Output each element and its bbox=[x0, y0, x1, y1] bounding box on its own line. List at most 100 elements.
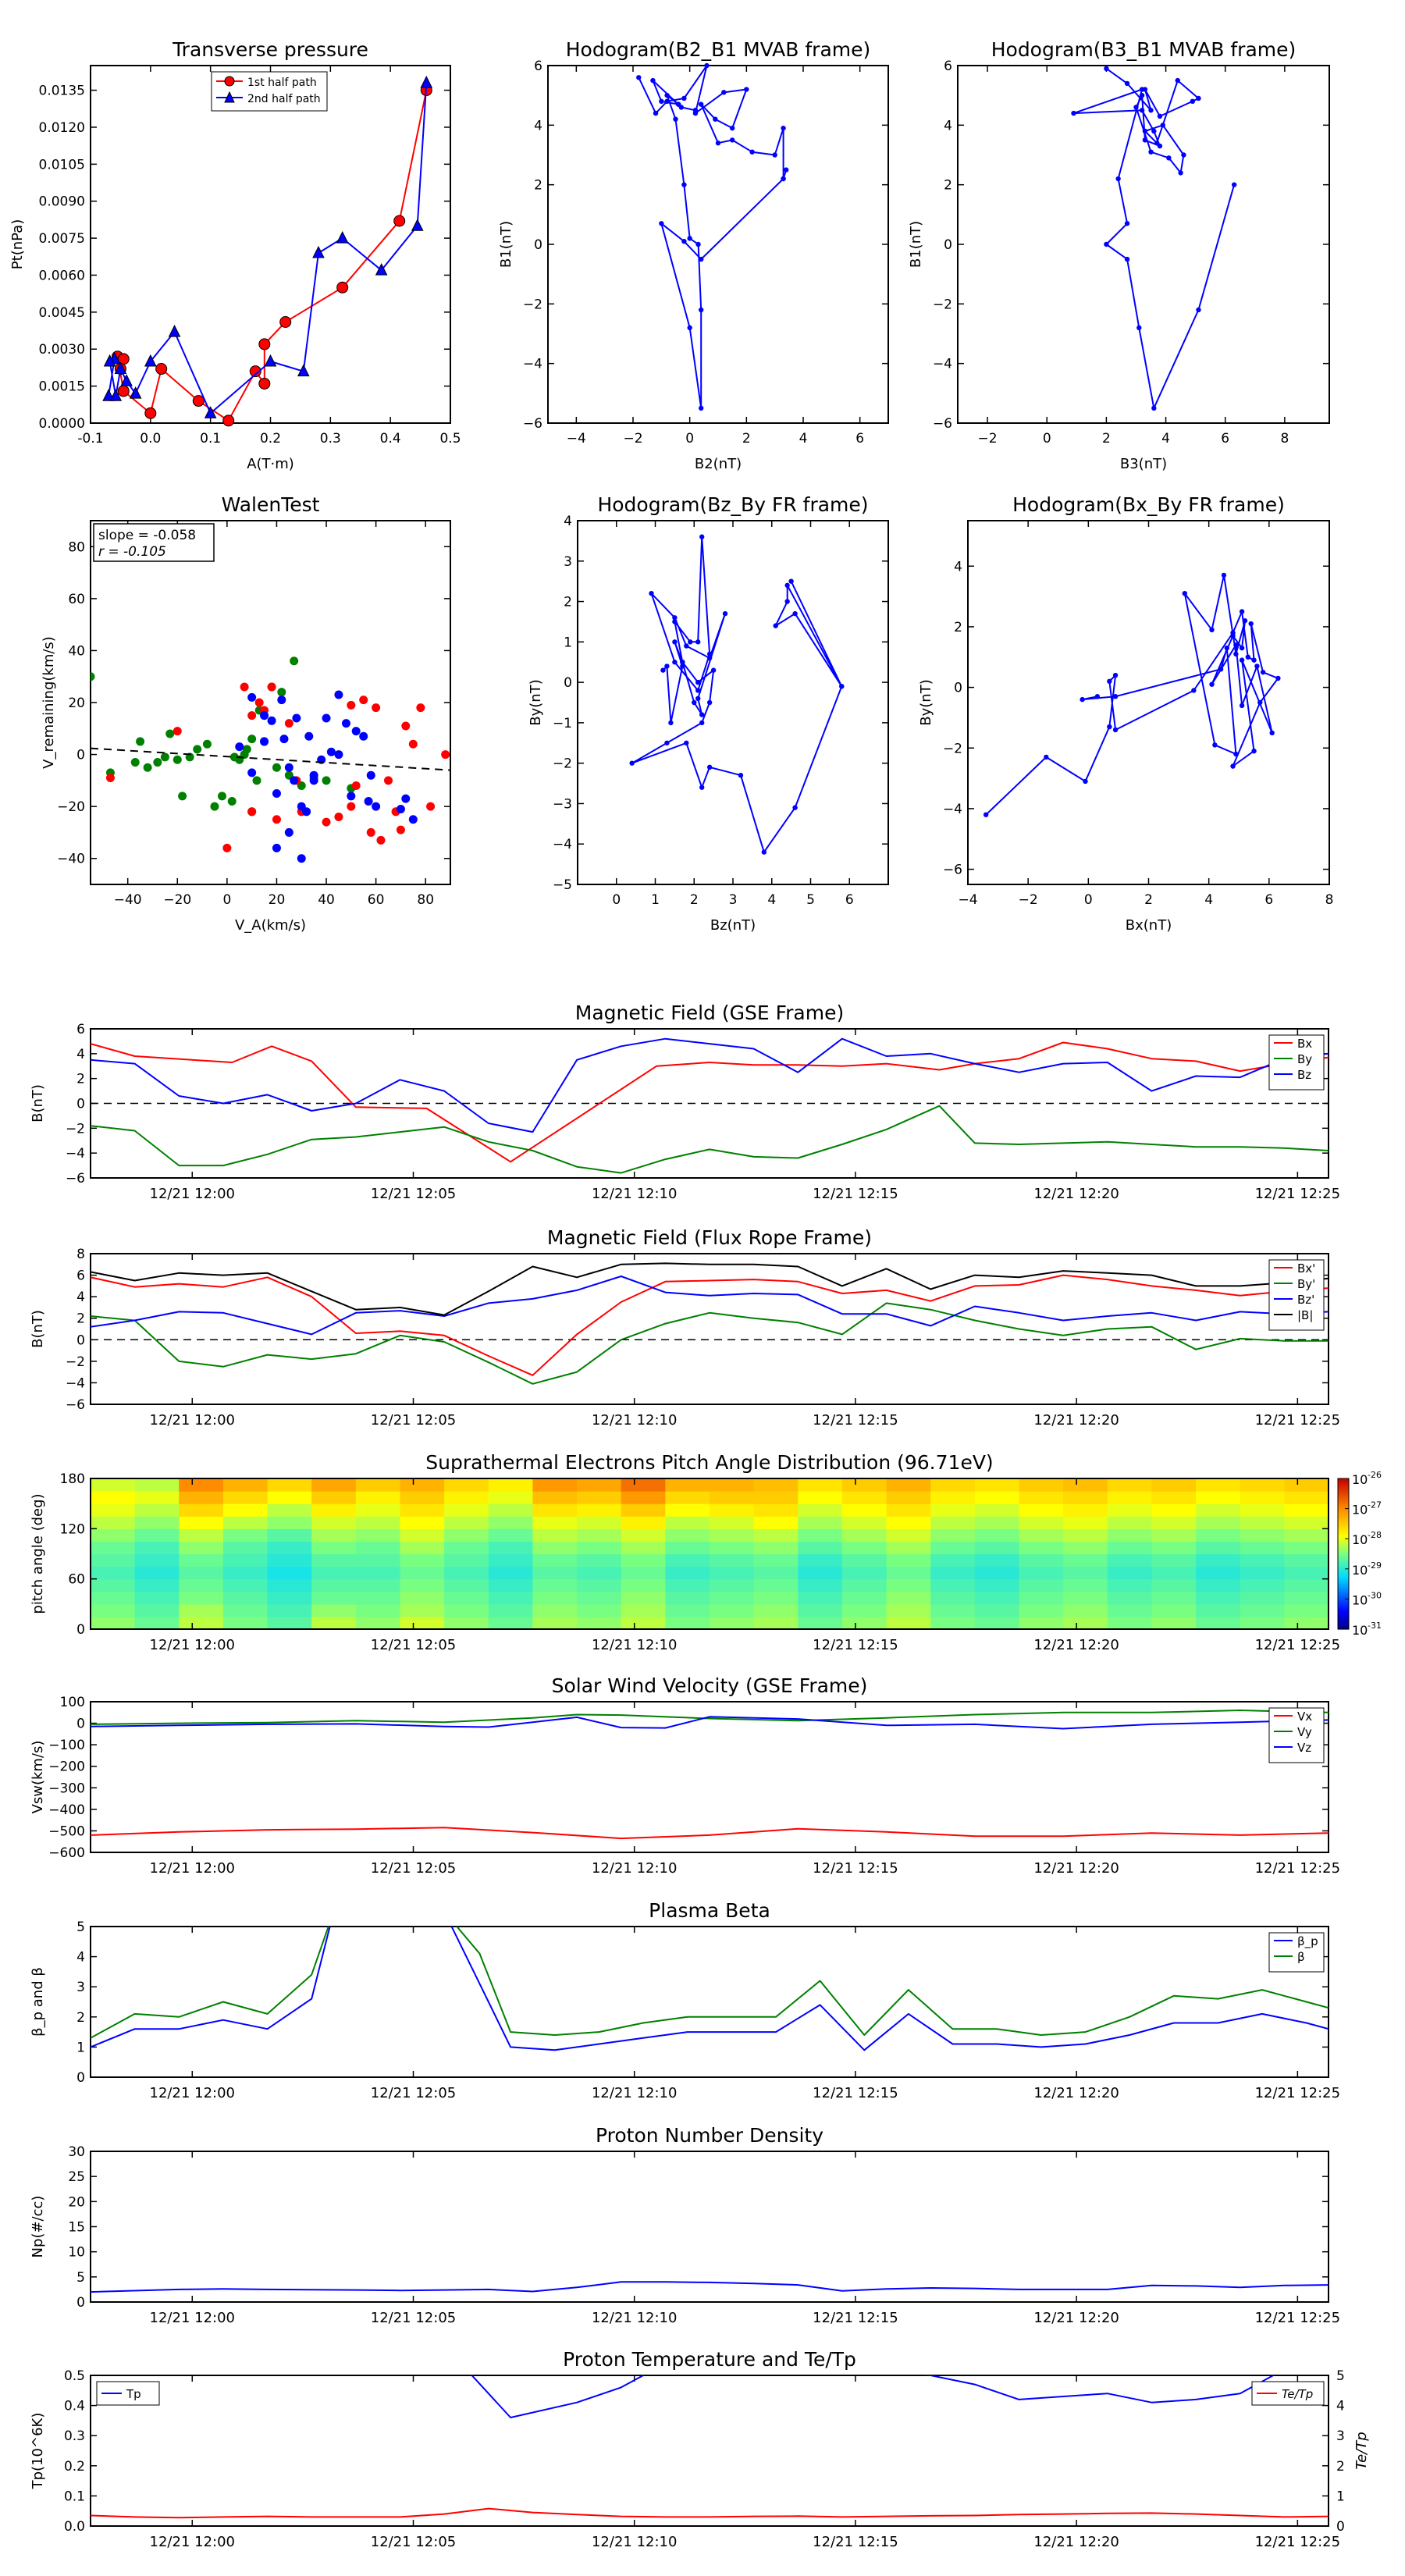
time-tick-label: 12/21 12:10 bbox=[592, 2085, 677, 2101]
data-point bbox=[1275, 675, 1281, 681]
data-point bbox=[672, 619, 678, 624]
y-tick-label: 2 bbox=[76, 1072, 85, 1087]
colorbar-segment bbox=[1338, 1535, 1349, 1539]
data-point bbox=[1191, 688, 1197, 693]
data-point bbox=[1124, 221, 1130, 226]
chart-title: Magnetic Field (Flux Rope Frame) bbox=[547, 1226, 872, 1249]
x-tick-label: 0 bbox=[685, 431, 694, 447]
scatter-point-blue bbox=[334, 690, 343, 699]
heatmap-cell bbox=[532, 1578, 578, 1592]
heatmap-cell bbox=[710, 1516, 755, 1529]
colorbar-tick-exponent: -28 bbox=[1368, 1530, 1382, 1540]
heatmap-cell bbox=[355, 1528, 401, 1542]
heatmap-cell bbox=[1063, 1603, 1108, 1617]
heatmap-cell bbox=[841, 1566, 887, 1580]
scatter-point-red bbox=[267, 682, 276, 692]
heatmap-cell bbox=[267, 1528, 312, 1542]
data-point bbox=[1251, 657, 1257, 663]
data-point bbox=[1044, 754, 1049, 760]
y-tick-label: 2 bbox=[944, 178, 952, 194]
data-point bbox=[1112, 672, 1119, 678]
data-point-circle bbox=[336, 281, 349, 294]
chart-title: Hodogram(Bx_By FR frame) bbox=[1012, 493, 1285, 516]
x-tick-label: −4 bbox=[958, 892, 977, 908]
data-point bbox=[781, 176, 786, 182]
heatmap-cell bbox=[488, 1516, 534, 1529]
data-point bbox=[784, 582, 790, 589]
series-line-Bz bbox=[91, 1276, 1329, 1336]
heatmap-cell bbox=[577, 1528, 622, 1542]
heatmap-cell bbox=[1151, 1503, 1197, 1517]
x-tick-label: −4 bbox=[567, 431, 586, 447]
scatter-point-red bbox=[173, 727, 182, 736]
x-tick-label: 3 bbox=[729, 892, 738, 908]
colorbar-tick-exponent: -29 bbox=[1368, 1560, 1382, 1571]
y-tick-label: −5 bbox=[553, 877, 572, 893]
heatmap-cell bbox=[400, 1478, 445, 1492]
y-tick-label: 0.0135 bbox=[39, 84, 85, 99]
y-tick-label: 2 bbox=[76, 2010, 85, 2026]
colorbar-tick-base: 10 bbox=[1352, 1472, 1368, 1487]
colorbar-segment bbox=[1338, 1614, 1349, 1617]
series-line-Np bbox=[91, 2281, 1329, 2293]
legend-label: β bbox=[1297, 1950, 1305, 1964]
colorbar-segment bbox=[1338, 1561, 1349, 1564]
heatmap-cell bbox=[841, 1541, 887, 1555]
y-axis-label: pitch angle (deg) bbox=[30, 1493, 46, 1614]
heatmap-cell bbox=[1063, 1616, 1108, 1630]
heatmap-cell bbox=[710, 1478, 755, 1492]
colorbar-segment bbox=[1338, 1531, 1349, 1535]
y-tick-label: 0 bbox=[534, 237, 542, 253]
time-tick-label: 12/21 12:15 bbox=[813, 1637, 898, 1653]
heatmap-cell bbox=[1240, 1553, 1285, 1567]
time-tick-label: 12/21 12:20 bbox=[1033, 2534, 1119, 2550]
chart-title: Hodogram(B3_B1 MVAB frame) bbox=[991, 38, 1297, 61]
data-point bbox=[784, 167, 789, 173]
heatmap-cell bbox=[1240, 1528, 1285, 1542]
heatmap-cell bbox=[1019, 1591, 1064, 1605]
y-tick-label: 0 bbox=[76, 1717, 85, 1732]
y-tick-label: 0 bbox=[76, 1332, 85, 1348]
heatmap-cell bbox=[841, 1591, 887, 1605]
heatmap-cell bbox=[444, 1566, 489, 1580]
heatmap-cell bbox=[222, 1478, 269, 1492]
heatmap-cell bbox=[841, 1503, 887, 1517]
data-point bbox=[695, 639, 701, 645]
heatmap-cell bbox=[665, 1541, 710, 1555]
heatmap-cell bbox=[1196, 1516, 1241, 1529]
heatmap-cell bbox=[488, 1503, 534, 1517]
y-tick-label: 0.0 bbox=[64, 2519, 85, 2535]
colorbar-segment bbox=[1338, 1574, 1349, 1578]
heatmap-cell bbox=[1240, 1578, 1285, 1592]
data-point-circle bbox=[249, 365, 261, 378]
heatmap-cell bbox=[488, 1553, 534, 1567]
scatter-point-blue bbox=[351, 727, 361, 736]
time-tick-label: 12/21 12:10 bbox=[592, 1412, 677, 1429]
heatmap-cell bbox=[753, 1553, 799, 1567]
y-tick-label: 4 bbox=[76, 1047, 85, 1062]
y-tick-label: 4 bbox=[954, 559, 962, 575]
data-point bbox=[706, 655, 713, 661]
data-point bbox=[681, 238, 687, 244]
heatmap-cell bbox=[930, 1491, 976, 1504]
y-tick-label: 2 bbox=[534, 178, 542, 194]
y-tick-label: 25 bbox=[68, 2169, 85, 2185]
scatter-point-blue bbox=[235, 742, 244, 752]
y-tick-label: −100 bbox=[48, 1738, 85, 1753]
heatmap-cell bbox=[798, 1478, 843, 1492]
y-axis-label: B(nT) bbox=[30, 1310, 46, 1348]
data-point bbox=[772, 152, 777, 158]
y-tick-label: −4 bbox=[933, 357, 952, 372]
y-axis-label: By(nT) bbox=[918, 679, 934, 725]
data-point bbox=[706, 764, 713, 770]
colorbar-segment bbox=[1338, 1593, 1349, 1597]
plot-frame bbox=[90, 2375, 1329, 2527]
heatmap-cell bbox=[1019, 1541, 1064, 1555]
series-line-path bbox=[1072, 67, 1236, 409]
y-tick-label: 20 bbox=[68, 2194, 85, 2210]
scatter-point-blue bbox=[322, 713, 331, 723]
y-axis-label: Vsw(km/s) bbox=[30, 1741, 46, 1814]
x-tick-label: 4 bbox=[767, 892, 776, 908]
colorbar-segment bbox=[1338, 1510, 1349, 1514]
heatmap-cell bbox=[1196, 1566, 1241, 1580]
